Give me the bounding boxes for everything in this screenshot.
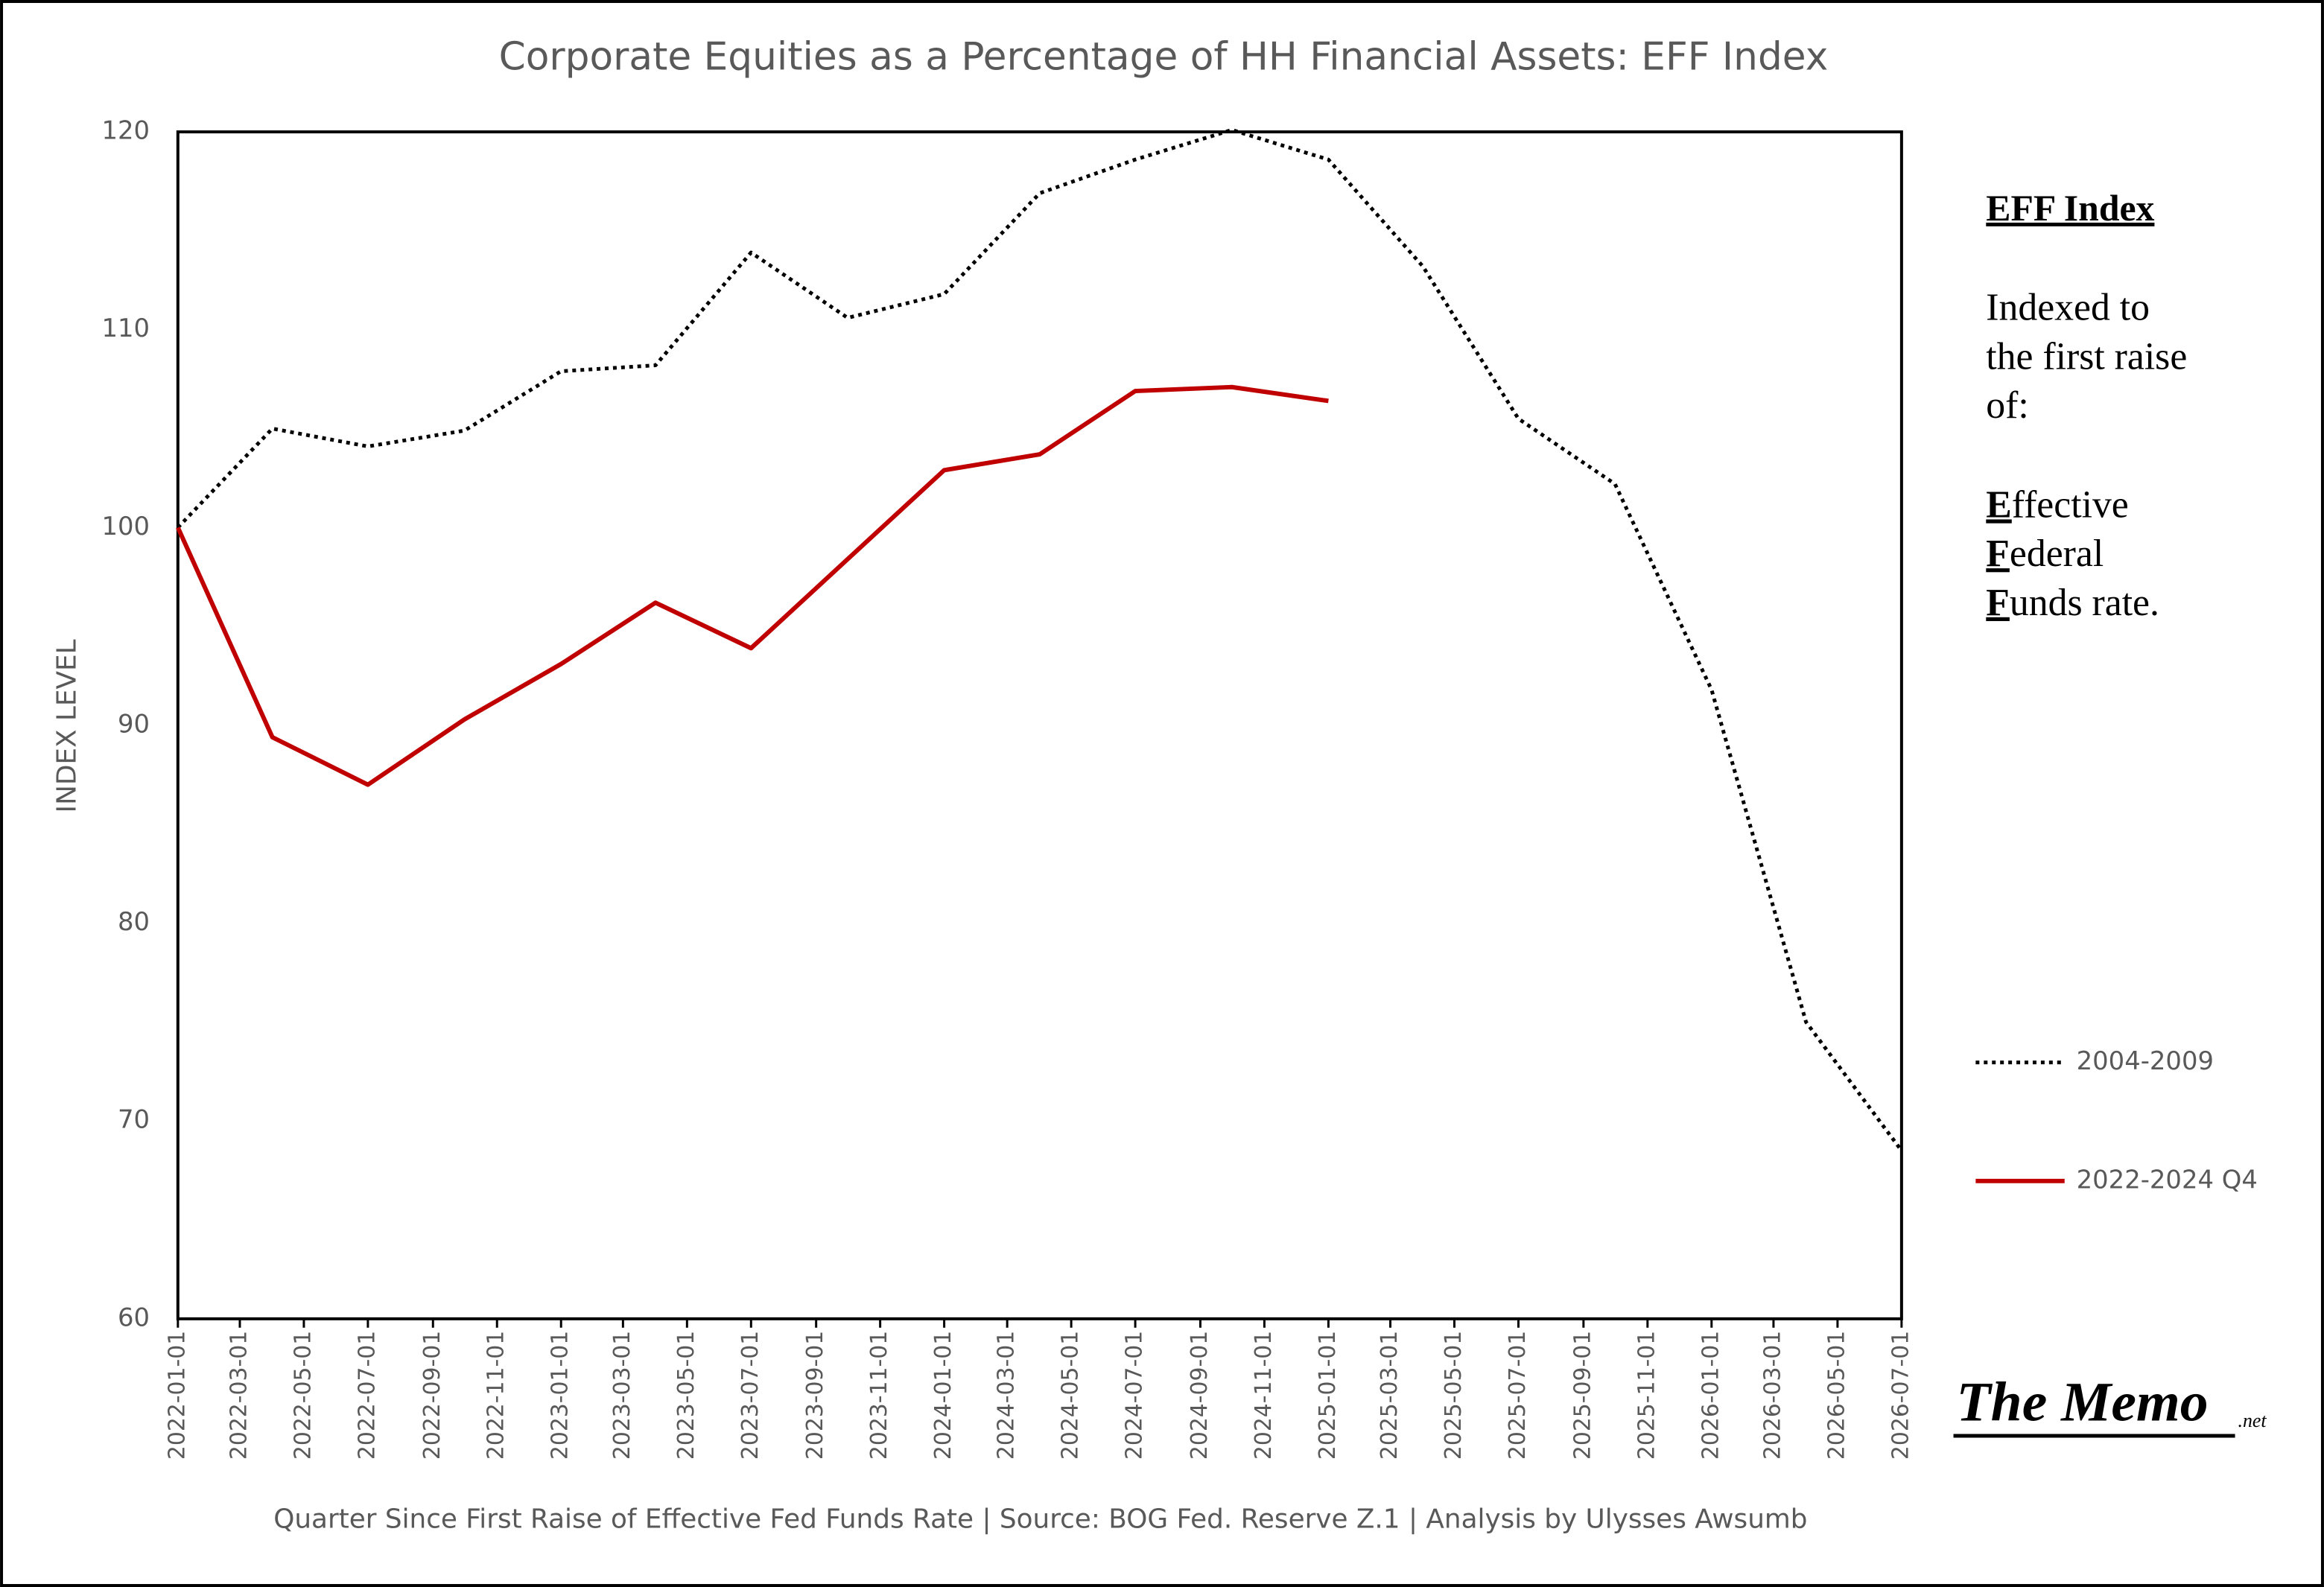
x-tick-label: 2023-01-01 [547, 1331, 574, 1460]
x-tick-label: 2023-03-01 [609, 1331, 635, 1460]
chart-title: Corporate Equities as a Percentage of HH… [499, 35, 1829, 80]
x-tick-label: 2024-07-01 [1122, 1331, 1148, 1460]
annotation-term: Federal [1986, 532, 2104, 575]
y-tick-label: 60 [118, 1303, 150, 1332]
annotation-heading: EFF Index [1986, 188, 2154, 229]
x-tick-label: 2023-05-01 [673, 1331, 699, 1460]
y-axis-label: INDEX LEVEL [52, 639, 83, 812]
x-tick-label: 2022-05-01 [290, 1331, 316, 1460]
y-tick-label: 120 [101, 116, 150, 145]
x-tick-label: 2026-05-01 [1823, 1331, 1850, 1460]
x-tick-label: 2026-03-01 [1759, 1331, 1785, 1460]
x-tick-label: 2023-09-01 [802, 1331, 828, 1460]
x-tick-label: 2024-03-01 [994, 1331, 1020, 1460]
y-tick-label: 80 [118, 907, 150, 936]
x-tick-label: 2022-11-01 [483, 1331, 509, 1460]
x-tick-label: 2024-11-01 [1251, 1331, 1277, 1460]
x-tick-label: 2024-01-01 [930, 1331, 956, 1460]
x-tick-label: 2022-03-01 [226, 1331, 252, 1460]
x-tick-label: 2025-11-01 [1634, 1331, 1660, 1460]
annotation-line: of: [1986, 384, 2028, 427]
x-tick-label: 2025-03-01 [1377, 1331, 1403, 1460]
x-tick-label: 2022-09-01 [419, 1331, 445, 1460]
x-tick-label: 2023-11-01 [866, 1331, 892, 1460]
x-tick-label: 2025-01-01 [1315, 1331, 1341, 1460]
annotation-line: the first raise [1986, 335, 2187, 378]
logo-suffix: .net [2238, 1410, 2267, 1431]
plot-frame [176, 130, 1903, 1320]
x-tick-label: 2024-09-01 [1187, 1331, 1213, 1460]
annotation-line: Indexed to [1986, 287, 2150, 329]
x-tick-label: 2022-01-01 [164, 1331, 190, 1460]
y-tick-label: 90 [118, 709, 150, 738]
x-tick-label: 2026-01-01 [1698, 1331, 1724, 1460]
annotation-term: Funds rate. [1986, 582, 2159, 624]
x-tick-label: 2025-05-01 [1441, 1331, 1467, 1460]
x-tick-label: 2025-09-01 [1569, 1331, 1596, 1460]
x-tick-label: 2022-07-01 [354, 1331, 380, 1460]
logo: The Memo [1956, 1372, 2208, 1434]
x-tick-label: 2024-05-01 [1058, 1331, 1084, 1460]
series-line [176, 384, 1329, 787]
annotation-term: Effective [1986, 483, 2128, 526]
y-tick-label: 100 [101, 512, 150, 541]
y-tick-label: 70 [118, 1105, 150, 1134]
x-tick-label: 2023-07-01 [737, 1331, 763, 1460]
x-tick-label: 2026-07-01 [1888, 1331, 1914, 1460]
legend-label: 2004-2009 [2077, 1046, 2214, 1075]
x-tick-label: 2025-07-01 [1505, 1331, 1531, 1460]
x-axis-label: Quarter Since First Raise of Effective F… [273, 1504, 1807, 1534]
y-tick-label: 110 [101, 314, 150, 343]
legend-label: 2022-2024 Q4 [2077, 1165, 2258, 1194]
